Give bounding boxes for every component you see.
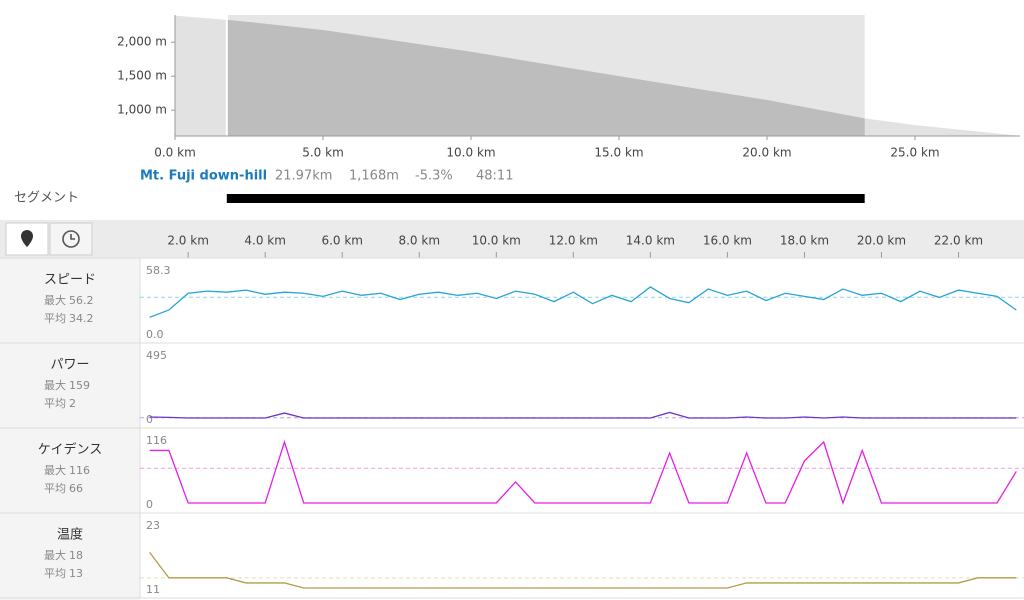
clock-hands [70,234,75,240]
x-tick-label: 2.0 km [167,234,209,248]
segment-section-label: セグメント [14,191,79,206]
max-value: 159 [69,379,90,392]
panel-plot [140,552,1024,589]
stream-line [149,286,1017,318]
x-tick-label: 12.0 km [549,234,598,248]
stream-line [149,439,1017,506]
y-tick-label: 1,500 m [117,69,167,83]
elevation-area-selected [226,19,865,136]
max-value: 116 [69,464,90,477]
label-column [0,258,140,600]
panel-plot [140,286,1024,318]
avg-value: 34.2 [69,312,94,325]
y-tick-label: 0 [146,413,153,426]
y-tick-label: 23 [146,519,160,532]
avg-label: 平均 [44,567,66,580]
time-button[interactable] [49,222,93,256]
y-tick-label: 2,000 m [117,35,167,49]
x-tick-label: 10.0 km [472,234,521,248]
segment-grade: -5.3% [415,169,453,184]
max-label: 最大 [44,548,66,562]
toolbar [0,220,1024,258]
panel-name: パワー [50,358,89,373]
x-tick-label: 5.0 km [302,146,344,160]
x-tick-label: 16.0 km [703,234,752,248]
segment-elevation: 1,168m [349,169,399,184]
avg-value: 2 [69,397,76,410]
segment-distance: 21.97km [275,169,332,184]
avg-label: 平均 [44,397,66,410]
panel-plot [140,411,1024,419]
x-tick-label: 18.0 km [780,234,829,248]
x-tick-label: 20.0 km [742,146,791,160]
y-tick-label: 0.0 [146,328,164,341]
x-tick-label: 8.0 km [398,234,440,248]
x-tick-label: 20.0 km [857,234,906,248]
x-tick-label: 0.0 km [154,146,196,160]
stream-line [149,411,1017,419]
x-tick-label: 25.0 km [890,146,939,160]
x-tick-label: 10.0 km [446,146,495,160]
x-tick-label: 22.0 km [934,234,983,248]
max-value: 18 [69,549,83,562]
avg-value: 66 [69,482,83,495]
segment-time: 48:11 [476,169,513,184]
x-tick-label: 6.0 km [321,234,363,248]
max-value: 56.2 [69,294,94,307]
avg-value: 13 [69,567,83,580]
avg-label: 平均 [44,482,66,495]
panel-name: 温度 [57,527,83,543]
y-tick-label: 1,000 m [117,103,167,117]
y-tick-label: 116 [146,434,167,447]
stream-line [149,552,1017,589]
segment-name[interactable]: Mt. Fuji down-hill [140,169,267,184]
panel-plot [140,439,1024,506]
y-tick-label: 11 [146,583,160,596]
segment-bar [226,194,865,203]
x-tick-label: 14.0 km [626,234,675,248]
map-pin-icon [21,230,33,247]
x-tick-label: 4.0 km [244,234,286,248]
panel-name: ケイデンス [38,442,102,458]
max-label: 最大 [44,378,66,392]
panel-name: スピード [44,273,96,288]
x-tick-label: 15.0 km [594,146,643,160]
max-label: 最大 [44,293,66,307]
y-tick-label: 58.3 [146,264,171,277]
clock-icon [62,230,80,248]
avg-label: 平均 [44,312,66,325]
y-tick-label: 0 [146,498,153,511]
max-label: 最大 [44,463,66,477]
y-tick-label: 495 [146,349,167,362]
